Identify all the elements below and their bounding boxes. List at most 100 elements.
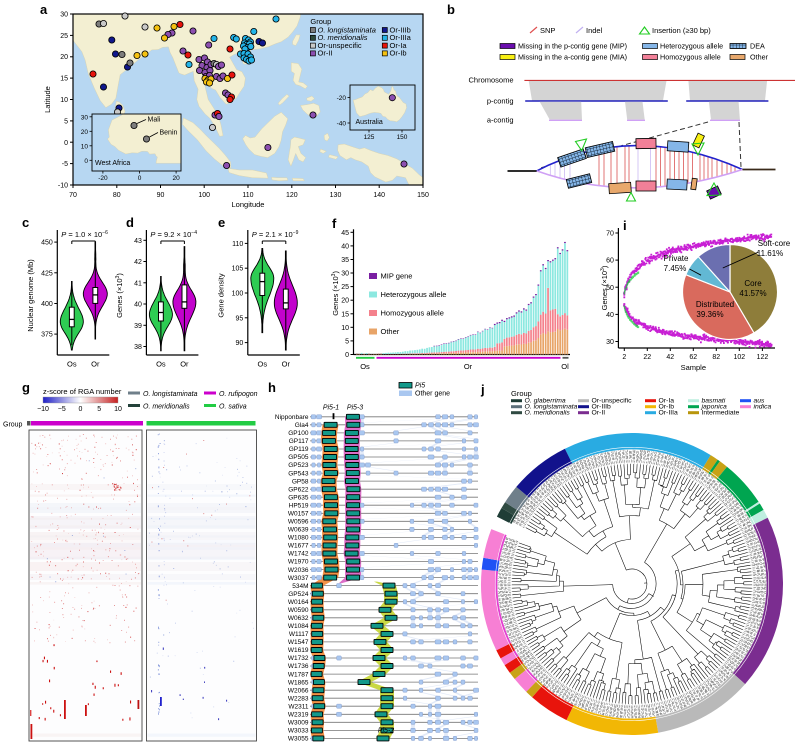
svg-text:W0639: W0639 (288, 527, 309, 534)
svg-text:GP100: GP100 (288, 430, 309, 437)
svg-text:0: 0 (84, 158, 88, 165)
svg-text:O. meridionalis: O. meridionalis (318, 33, 368, 42)
svg-text:MIP gene: MIP gene (381, 272, 413, 281)
svg-text:P = 1.0 × 10−6: P = 1.0 × 10−6 (61, 230, 108, 239)
svg-text:W1117: W1117 (289, 631, 309, 638)
svg-text:20: 20 (81, 129, 89, 136)
svg-text:Os: Os (258, 360, 268, 369)
svg-text:W1970: W1970 (288, 559, 309, 566)
svg-text:50: 50 (606, 285, 614, 292)
svg-text:d: d (126, 215, 134, 230)
svg-text:SNP: SNP (540, 26, 555, 35)
svg-text:Nipponbare: Nipponbare (275, 414, 309, 421)
svg-text:Other: Other (381, 327, 400, 336)
svg-text:−5: −5 (58, 406, 66, 413)
svg-text:80: 80 (113, 192, 121, 199)
svg-text:GP543: GP543 (288, 470, 309, 477)
svg-text:Core: Core (744, 279, 762, 288)
svg-text:Australia: Australia (356, 119, 383, 126)
svg-text:140: 140 (373, 192, 385, 199)
svg-text:Soft-core: Soft-core (758, 239, 791, 248)
svg-text:Group: Group (310, 17, 331, 26)
svg-text:h: h (268, 380, 276, 395)
svg-text:a-contig: a-contig (487, 116, 514, 125)
svg-text:375: 375 (41, 332, 53, 339)
svg-text:Os: Os (156, 360, 166, 369)
svg-text:W0164: W0164 (288, 599, 309, 606)
svg-text:DEA: DEA (750, 42, 765, 51)
svg-text:O. longistaminata: O. longistaminata (318, 25, 376, 34)
svg-text:10: 10 (60, 97, 68, 104)
svg-text:120: 120 (286, 192, 298, 199)
svg-text:20: 20 (172, 175, 180, 182)
svg-text:Missing in the p-contig gene (: Missing in the p-contig gene (MIP) (518, 42, 627, 51)
svg-text:30: 30 (81, 114, 89, 121)
svg-text:Other gene: Other gene (415, 391, 450, 398)
svg-text:O. glaberrima: O. glaberrima (525, 398, 566, 405)
svg-text:W3037: W3037 (288, 575, 309, 582)
svg-text:W3033: W3033 (288, 728, 309, 735)
svg-text:42: 42 (134, 259, 142, 266)
svg-text:f: f (332, 216, 337, 231)
svg-text:40: 40 (606, 312, 614, 319)
svg-text:W0596: W0596 (288, 519, 309, 526)
svg-text:15: 15 (60, 76, 68, 83)
svg-text:Or: Or (91, 360, 100, 369)
svg-text:30: 30 (60, 12, 68, 19)
svg-text:40: 40 (134, 302, 142, 309)
svg-text:W1547: W1547 (288, 639, 309, 646)
svg-text:P = 9.2 × 10−4: P = 9.2 × 10−4 (150, 230, 197, 239)
svg-text:basmati: basmati (702, 398, 726, 405)
svg-text:5: 5 (97, 406, 101, 413)
svg-text:g: g (22, 380, 30, 395)
svg-text:10: 10 (341, 325, 349, 332)
svg-text:Or-unspecific: Or-unspecific (592, 398, 633, 405)
svg-text:Ol: Ol (561, 362, 569, 371)
svg-text:Homozygous allele: Homozygous allele (660, 53, 721, 62)
svg-text:Group: Group (511, 389, 532, 398)
svg-text:GP635: GP635 (288, 494, 309, 501)
svg-text:W2311: W2311 (288, 703, 308, 710)
svg-text:Or-unspecific: Or-unspecific (318, 41, 362, 50)
svg-text:Missing in the a-contig gene (: Missing in the a-contig gene (MIA) (518, 53, 627, 62)
svg-text:38: 38 (134, 344, 142, 351)
svg-text:Nuclear genome (Mb): Nuclear genome (Mb) (26, 259, 35, 332)
svg-text:indica: indica (754, 404, 772, 411)
svg-text:Or-IIIa: Or-IIIa (390, 33, 412, 42)
svg-text:0: 0 (64, 140, 68, 147)
svg-text:Or-Ib: Or-Ib (390, 49, 407, 58)
svg-text:100: 100 (198, 192, 210, 199)
svg-text:O. sativa: O. sativa (219, 404, 247, 411)
svg-text:Group: Group (3, 422, 23, 429)
svg-text:25: 25 (60, 33, 68, 40)
svg-text:W2283: W2283 (288, 695, 309, 702)
svg-text:O. meridionalis: O. meridionalis (143, 404, 190, 411)
svg-text:Gene density: Gene density (216, 273, 225, 317)
svg-text:GP524: GP524 (288, 591, 309, 598)
svg-text:95: 95 (236, 315, 244, 322)
svg-text:39.36%: 39.36% (696, 310, 723, 319)
svg-text:Or-IIIb: Or-IIIb (592, 404, 611, 411)
svg-text:aus: aus (754, 398, 766, 405)
svg-text:41: 41 (134, 280, 142, 287)
svg-text:60: 60 (606, 258, 614, 265)
svg-text:0: 0 (79, 406, 83, 413)
svg-text:450: 450 (41, 240, 53, 247)
svg-text:-20: -20 (98, 175, 108, 182)
svg-text:425: 425 (41, 270, 53, 277)
svg-text:Or-Ib: Or-Ib (659, 404, 675, 411)
svg-text:Insertion (≥30 bp): Insertion (≥30 bp) (652, 26, 711, 35)
svg-text:100: 100 (232, 291, 244, 298)
svg-text:e: e (218, 215, 225, 230)
svg-text:Mali: Mali (148, 117, 161, 124)
svg-text:W2319: W2319 (288, 712, 309, 719)
svg-text:W1865: W1865 (288, 679, 309, 686)
svg-text:Or-II: Or-II (592, 410, 606, 417)
svg-text:10: 10 (81, 143, 89, 150)
svg-text:Or: Or (180, 360, 189, 369)
svg-text:130: 130 (330, 192, 342, 199)
svg-text:Or-Ia: Or-Ia (390, 41, 408, 50)
svg-text:-10: -10 (58, 183, 68, 190)
svg-text:90: 90 (236, 340, 244, 347)
svg-text:Pi5-1: Pi5-1 (323, 405, 339, 412)
